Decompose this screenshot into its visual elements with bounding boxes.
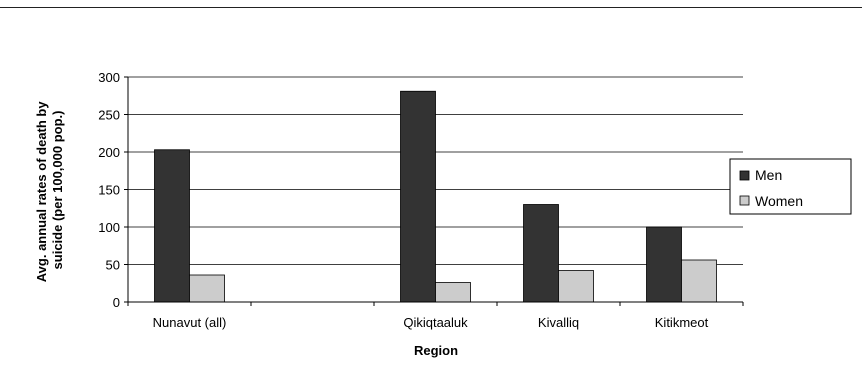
legend-label-men: Men (755, 167, 782, 183)
y-tick-labels: 0 50 100 150 200 250 300 (98, 70, 120, 310)
y-axis-title: Avg. annual rates of death by suicide (p… (34, 98, 65, 282)
y-tick-label: 250 (98, 108, 120, 123)
y-axis-title-line-2: suicide (per 100,000 pop.) (50, 111, 65, 270)
y-axis-title-line-1: Avg. annual rates of death by (34, 101, 49, 283)
x-tick-label: Kivalliq (538, 315, 579, 330)
x-tick-label: Kitikmeot (655, 315, 709, 330)
bar-men-kitikmeot (646, 226, 682, 303)
axes (127, 77, 743, 303)
bar-men-qikiqtaaluk (400, 90, 436, 303)
bar-women-kitikmeot (681, 259, 717, 303)
bar-men-kivalliq (523, 204, 559, 303)
y-tick-label: 300 (98, 70, 120, 85)
bars (154, 90, 717, 303)
y-tick-label: 200 (98, 145, 120, 160)
legend-label-women: Women (755, 193, 803, 209)
bar-women-nunavut-all (189, 274, 225, 303)
legend-swatch-women (739, 195, 750, 206)
y-tick-label: 100 (98, 220, 120, 235)
x-tick-label: Qikiqtaaluk (403, 315, 468, 330)
x-tick-label: Nunavut (all) (153, 315, 227, 330)
y-tick-label: 0 (113, 295, 120, 310)
x-tick-labels: Nunavut (all) Qikiqtaaluk Kivalliq Kitikmeo… (153, 315, 709, 330)
top-rule (0, 7, 862, 8)
bar-men-nunavut-all (154, 149, 190, 303)
legend-swatch-men (739, 170, 750, 181)
legend-frame (729, 158, 852, 215)
y-tick-label: 50 (106, 258, 120, 273)
x-axis-title: Region (414, 343, 458, 358)
bar-women-kivalliq (558, 270, 594, 303)
bar-women-qikiqtaaluk (435, 282, 471, 303)
legend: Men Women (729, 158, 852, 215)
y-tick-label: 150 (98, 183, 120, 198)
